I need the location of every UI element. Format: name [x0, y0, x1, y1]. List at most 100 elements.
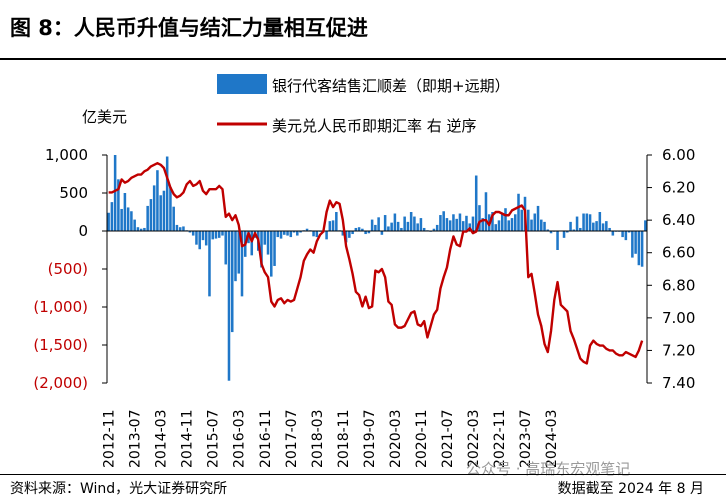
bar	[396, 221, 400, 231]
bar	[143, 227, 146, 231]
right-tick-label: 6.00	[662, 146, 695, 164]
bar	[139, 228, 143, 231]
right-tick-label: 7.40	[662, 374, 695, 392]
bar	[494, 224, 498, 231]
legend-bar-swatch	[217, 74, 267, 94]
bar	[624, 231, 628, 241]
bar	[387, 226, 390, 231]
x-tick-label: 2018-11	[336, 410, 352, 469]
bar	[579, 227, 582, 231]
bar	[588, 214, 592, 231]
bar	[273, 231, 276, 266]
bar	[341, 231, 345, 236]
bar	[289, 231, 293, 238]
right-tick-label: 7.20	[662, 341, 695, 359]
x-tick-label: 2019-07	[362, 410, 378, 469]
bar	[305, 228, 309, 231]
bar	[149, 199, 153, 231]
legend: 银行代客结售汇顺差（即期+远期） 美元兑人民币即期汇率 右 逆序	[217, 74, 510, 135]
x-tick-label: 2016-11	[258, 410, 274, 469]
bar	[520, 209, 524, 231]
bar	[354, 227, 358, 231]
bar	[315, 231, 319, 238]
left-axis-ticks: 1,000 500 0 (500) (1,000) (1,500) (2,000)	[33, 146, 107, 392]
bar	[549, 231, 553, 234]
x-tick-label: 2015-07	[206, 410, 222, 469]
right-tick-label: 6.40	[662, 211, 695, 229]
bar	[478, 205, 481, 231]
bar	[481, 218, 484, 231]
bar	[188, 231, 192, 233]
bar	[445, 218, 449, 231]
bar	[406, 221, 410, 231]
bar	[526, 209, 530, 231]
bar	[575, 216, 579, 231]
bar	[133, 219, 136, 231]
bar	[331, 220, 335, 231]
bar	[266, 231, 270, 255]
bar	[605, 221, 608, 231]
left-tick-label: (1,000)	[33, 298, 88, 316]
bar	[335, 212, 338, 231]
bar	[543, 221, 546, 231]
bar	[270, 231, 273, 277]
bar	[595, 221, 598, 231]
right-tick-label: 6.80	[662, 276, 695, 294]
x-tick-label: 2014-03	[154, 410, 170, 469]
left-tick-label: (1,500)	[33, 336, 88, 354]
bar	[201, 231, 205, 241]
bar	[221, 231, 224, 236]
bar	[458, 213, 462, 231]
bar	[182, 226, 185, 231]
bar	[566, 231, 569, 233]
bar	[175, 224, 179, 231]
figure-title: 图 8：人民币升值与结汇力量相互促进	[10, 16, 368, 40]
bar	[208, 231, 211, 297]
bar	[461, 221, 465, 231]
bar	[159, 195, 162, 231]
bar	[348, 231, 351, 238]
bar	[126, 207, 130, 231]
bar	[279, 231, 283, 239]
bar	[400, 227, 403, 231]
bar	[169, 186, 172, 231]
bar	[130, 211, 133, 231]
bar	[276, 231, 280, 238]
bar	[533, 213, 537, 231]
bar	[507, 220, 511, 231]
left-tick-label: 1,000	[45, 146, 88, 164]
bar	[403, 216, 406, 231]
bar-series	[107, 155, 647, 381]
bar	[383, 215, 387, 231]
bar	[517, 193, 520, 231]
bar	[198, 231, 201, 250]
bar	[328, 221, 332, 231]
x-tick-label: 2020-03	[388, 410, 404, 469]
bar	[455, 218, 458, 231]
bar	[217, 231, 221, 238]
bar	[367, 231, 371, 234]
right-tick-label: 6.60	[662, 244, 695, 262]
bar	[637, 231, 641, 266]
bar	[439, 215, 442, 231]
bar	[117, 179, 120, 231]
bar	[123, 193, 127, 231]
bar	[136, 227, 140, 231]
bar	[465, 215, 468, 231]
bar	[413, 216, 416, 231]
bar	[361, 228, 364, 231]
left-tick-label: 0	[78, 222, 88, 240]
x-tick-label: 2021-07	[440, 410, 456, 469]
bar	[107, 212, 110, 231]
x-tick-label: 2017-07	[284, 410, 300, 469]
right-tick-label: 6.20	[662, 179, 695, 197]
left-tick-label: 500	[59, 184, 88, 202]
x-tick-label: 2018-03	[310, 410, 326, 469]
left-tick-label: (2,000)	[33, 374, 88, 392]
bar	[572, 229, 576, 231]
bar	[530, 219, 533, 231]
bar	[627, 231, 631, 233]
bar	[292, 231, 296, 233]
bar	[283, 231, 286, 235]
